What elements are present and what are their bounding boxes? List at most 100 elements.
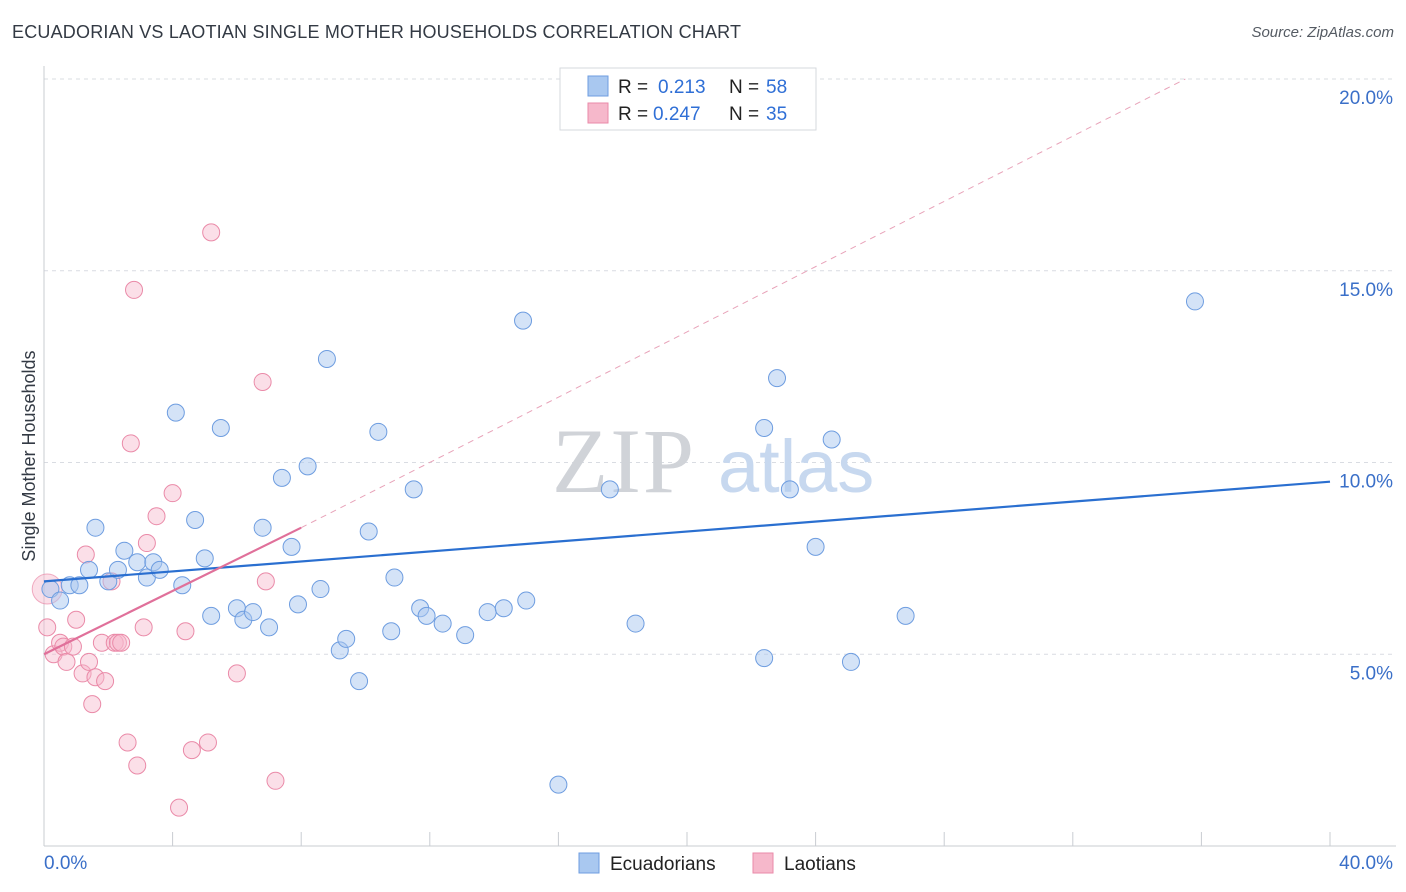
laotians-point [137, 534, 156, 553]
ecuadorians-point [272, 468, 291, 487]
ecuadorians-point [385, 568, 404, 587]
watermark: ZIP atlas [552, 410, 874, 512]
bottom-legend-swatch-ecuadorians [578, 852, 600, 874]
laotians-point [86, 668, 105, 687]
laotians-point [92, 633, 111, 652]
ecuadorians-trend-line [43, 480, 1331, 583]
y-tick-label: 5.0% [1350, 663, 1393, 684]
laotians-point [83, 695, 102, 714]
ecuadorians-point [404, 480, 423, 499]
ecuadorians-point [433, 614, 452, 633]
ecuadorians-point [896, 606, 915, 625]
watermark-zip: ZIP [552, 410, 696, 512]
laotians-point [147, 507, 166, 526]
laotians-point [198, 733, 217, 752]
ecuadorians-point [150, 560, 169, 579]
laotians-point [118, 733, 137, 752]
bottom-legend-laotians: Laotians [784, 854, 856, 875]
trend-lines [43, 480, 1331, 656]
ecuadorians-point [841, 652, 860, 671]
legend-r-value-2: 0.247 [653, 104, 701, 125]
ecuadorians-point [337, 629, 356, 648]
ecuadorians-point [456, 626, 475, 645]
ecuadorians-point [369, 422, 388, 441]
legend-swatch-ecuadorians [587, 75, 609, 97]
ecuadorians-point [822, 430, 841, 449]
y-tick-label: 15.0% [1339, 280, 1393, 301]
ecuadorians-point [186, 511, 205, 530]
bottom-legend-ecuadorians: Ecuadorians [610, 854, 716, 875]
x-tick-label: 40.0% [1339, 853, 1393, 874]
laotians-point [182, 741, 201, 760]
chart-title: ECUADORIAN VS LAOTIAN SINGLE MOTHER HOUS… [12, 22, 742, 42]
ecuadorians-point [166, 403, 185, 422]
ecuadorians-point [600, 480, 619, 499]
laotians-point [266, 771, 285, 790]
laotians-point [134, 618, 153, 637]
laotians-point [253, 372, 272, 391]
ecuadorians-point [253, 518, 272, 537]
ecuadorians-point [115, 541, 134, 560]
ecuadorians-point [243, 603, 262, 622]
reference-dashed-line [300, 78, 1186, 529]
ecuadorians-point [768, 369, 787, 388]
legend-swatch-laotians [587, 102, 609, 124]
ecuadorians-point [478, 603, 497, 622]
legend-r-label-2: R = [618, 104, 648, 125]
grid-lines [44, 78, 1396, 655]
ecuadorians-points [41, 292, 1204, 794]
legend-n-label-1: N = [729, 77, 759, 98]
legend-n-value-2: 35 [766, 104, 787, 125]
ecuadorians-point [780, 480, 799, 499]
ecuadorians-point [195, 549, 214, 568]
ecuadorians-point [211, 418, 230, 437]
ecuadorians-point [298, 457, 317, 476]
tick-labels: 5.0% 10.0% 15.0% 20.0% 0.0% 40.0% [44, 88, 1393, 874]
laotians-point [57, 652, 76, 671]
ecuadorians-point [317, 349, 336, 368]
source-note: Source: ZipAtlas.com [1251, 24, 1394, 41]
laotians-point [256, 572, 275, 591]
laotians-point [170, 798, 189, 817]
laotians-point [80, 652, 99, 671]
laotians-point [227, 664, 246, 683]
ecuadorians-point [108, 560, 127, 579]
bottom-legend-swatch-laotians [752, 852, 774, 874]
ecuadorians-point [494, 599, 513, 618]
ecuadorians-point [755, 649, 774, 668]
ecuadorians-point [382, 622, 401, 641]
ecuadorians-point [806, 537, 825, 556]
laotians-point [96, 672, 115, 691]
legend-r-label-1: R = [618, 77, 648, 98]
ecuadorians-point [350, 672, 369, 691]
legend-n-label-2: N = [729, 104, 759, 125]
legend-r-value-1: 0.213 [658, 77, 706, 98]
laotians-point [76, 545, 95, 564]
ecuadorians-point [260, 618, 279, 637]
legend-n-value-1: 58 [766, 77, 787, 98]
ecuadorians-point [51, 591, 70, 610]
laotians-points [31, 223, 285, 817]
ecuadorians-point [128, 553, 147, 572]
y-axis-label: Single Mother Households [19, 350, 39, 561]
laotians-point [38, 618, 57, 637]
ecuadorians-point [86, 518, 105, 537]
laotians-point [163, 484, 182, 503]
laotians-point [128, 756, 147, 775]
top-legend: R = 0.213 N = 58 R = 0.247 N = 35 [559, 67, 817, 131]
ecuadorians-point [417, 606, 436, 625]
ecuadorians-point [755, 418, 774, 437]
ecuadorians-point [288, 595, 307, 614]
ecuadorians-point [282, 537, 301, 556]
laotians-trend-line [43, 526, 302, 656]
laotians-point [112, 633, 131, 652]
ecuadorians-point [1185, 292, 1204, 311]
ecuadorians-point [80, 560, 99, 579]
y-tick-label: 10.0% [1339, 472, 1393, 493]
ecuadorians-point [549, 775, 568, 794]
y-tick-label: 20.0% [1339, 88, 1393, 109]
laotians-point [121, 434, 140, 453]
ecuadorians-point [202, 606, 221, 625]
laotians-point [125, 280, 144, 299]
